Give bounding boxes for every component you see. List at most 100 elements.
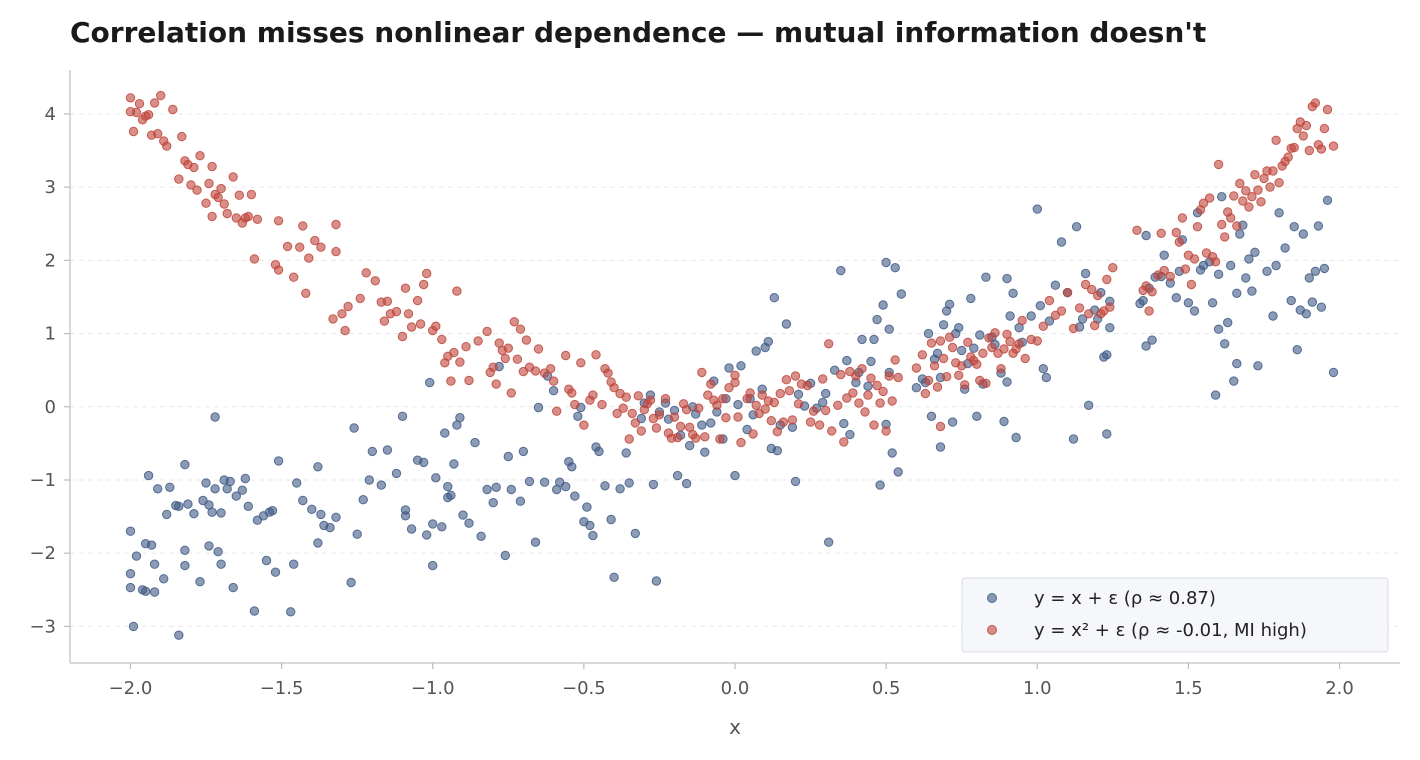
- data-point: [292, 478, 302, 488]
- data-point: [533, 402, 544, 413]
- legend-marker: [987, 593, 997, 603]
- data-point: [213, 192, 223, 203]
- data-point: [1241, 186, 1251, 196]
- data-point: [872, 380, 882, 391]
- data-point: [612, 408, 622, 419]
- data-point: [195, 151, 205, 161]
- data-point: [282, 241, 293, 252]
- data-point: [488, 362, 498, 372]
- data-point: [316, 509, 326, 520]
- data-point: [422, 530, 432, 540]
- data-point: [509, 317, 519, 327]
- data-point: [863, 381, 873, 391]
- y-ticks: −3 −2 −1 0 1 2 3 4: [29, 104, 70, 637]
- data-point: [252, 214, 263, 225]
- data-point: [751, 400, 761, 410]
- data-point: [313, 462, 323, 472]
- data-point: [588, 530, 598, 541]
- data-point: [893, 467, 903, 477]
- data-point: [603, 368, 613, 378]
- data-point: [1102, 350, 1112, 360]
- data-point: [990, 328, 1000, 338]
- data-point: [866, 356, 876, 367]
- data-point: [1304, 145, 1315, 156]
- data-point: [216, 559, 226, 569]
- data-point: [648, 479, 659, 490]
- data-point: [431, 321, 441, 331]
- y-tick-label: −2: [29, 543, 56, 564]
- data-point: [153, 129, 163, 139]
- data-point: [231, 491, 242, 501]
- data-point: [301, 288, 311, 298]
- data-point: [548, 376, 559, 386]
- data-point: [896, 289, 906, 299]
- data-point: [570, 491, 580, 501]
- data-point: [1319, 123, 1330, 134]
- data-point: [978, 348, 988, 358]
- data-point: [391, 306, 402, 317]
- data-point: [1229, 191, 1239, 201]
- data-point: [337, 309, 347, 319]
- data-point: [573, 411, 583, 421]
- data-point: [243, 501, 254, 511]
- data-point: [935, 421, 946, 432]
- data-point: [845, 429, 855, 440]
- data-point: [186, 180, 196, 190]
- data-point: [1217, 219, 1227, 230]
- data-point: [660, 394, 671, 404]
- data-point: [545, 364, 556, 374]
- data-point: [911, 363, 922, 373]
- data-point: [1147, 287, 1157, 297]
- data-point: [715, 434, 725, 444]
- data-point: [932, 348, 943, 358]
- data-point: [694, 403, 704, 413]
- data-point: [425, 377, 435, 388]
- data-point: [1313, 221, 1324, 231]
- data-point: [567, 462, 577, 472]
- data-point: [672, 470, 683, 481]
- data-point: [1235, 229, 1245, 239]
- data-point: [781, 375, 792, 385]
- data-point: [790, 476, 801, 487]
- data-point: [1280, 243, 1290, 253]
- data-point: [515, 496, 526, 506]
- data-point: [685, 440, 695, 451]
- data-point: [681, 405, 692, 415]
- data-point: [718, 394, 728, 404]
- data-point: [1035, 301, 1046, 311]
- data-point: [125, 93, 136, 103]
- data-point: [947, 417, 958, 427]
- data-point: [1159, 265, 1169, 276]
- data-point: [455, 413, 465, 423]
- data-point: [331, 246, 341, 257]
- legend: y = x + ε (ρ ≈ 0.87) y = x² + ε (ρ ≈ -0.0…: [961, 577, 1389, 653]
- data-point: [476, 531, 486, 541]
- data-point: [461, 342, 471, 352]
- data-point: [621, 448, 631, 458]
- data-point: [609, 383, 619, 393]
- data-point: [984, 333, 994, 343]
- data-point: [146, 540, 157, 550]
- data-point: [923, 328, 934, 339]
- data-point: [180, 545, 190, 555]
- data-point: [128, 621, 139, 632]
- y-tick-label: 3: [45, 177, 56, 198]
- data-point: [808, 406, 819, 416]
- data-point: [960, 380, 970, 390]
- data-point: [757, 390, 767, 400]
- data-point: [730, 470, 740, 481]
- data-point: [174, 174, 184, 184]
- data-point: [1217, 192, 1227, 202]
- data-point: [443, 481, 453, 492]
- data-point: [609, 572, 619, 582]
- x-tick-label: 0.0: [721, 678, 750, 699]
- data-point: [561, 481, 571, 492]
- data-point: [1322, 195, 1333, 206]
- data-point: [406, 524, 417, 534]
- data-point: [567, 388, 577, 398]
- y-tick-label: 4: [45, 104, 56, 125]
- data-point: [821, 405, 831, 416]
- data-point: [881, 426, 891, 436]
- data-point: [346, 577, 356, 588]
- legend-label: y = x² + ε (ρ ≈ -0.01, MI high): [1034, 620, 1307, 641]
